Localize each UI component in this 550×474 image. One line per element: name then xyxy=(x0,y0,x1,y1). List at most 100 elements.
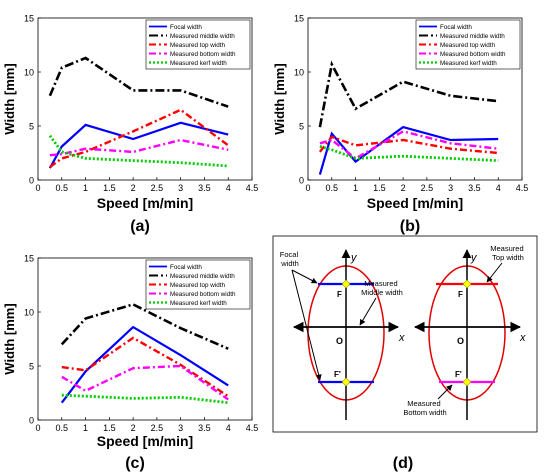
x-axis-label: Speed [m/min] xyxy=(367,195,463,211)
x-tick-label: 0.5 xyxy=(56,423,69,433)
focus-label-bottom-left: F' xyxy=(334,370,341,379)
legend-label-kerf: Measured kerf width xyxy=(440,60,497,67)
x-tick-label: 1 xyxy=(353,183,358,193)
series-line-top xyxy=(49,108,229,168)
panel-label-b: (b) xyxy=(400,218,420,235)
legend-label-focal: Focal width xyxy=(170,24,202,31)
x-tick-label: 2.5 xyxy=(421,183,434,193)
series-group xyxy=(48,56,229,169)
x-tick-label: 3.5 xyxy=(198,423,211,433)
legend-label-kerf: Measured kerf width xyxy=(170,300,227,307)
focus-point-bottom-left xyxy=(341,377,351,387)
legend-label-bottom: Measured bottom width xyxy=(440,51,506,58)
x-tick-label: 4.5 xyxy=(246,423,259,433)
x-axis-ticks: 0 0.5 1 1.5 2 2.5 3 3.5 4 4.5 xyxy=(305,177,528,193)
x-tick-label: 3.5 xyxy=(198,183,211,193)
focal-width-pointer-top xyxy=(291,269,318,284)
focus-label-top-left: F xyxy=(337,290,342,299)
legend-label-bottom: Measured bottom width xyxy=(170,291,236,298)
legend-box xyxy=(145,259,251,310)
panel-label-c: (c) xyxy=(125,455,145,472)
legend-label-middle: Measured middle width xyxy=(170,273,235,280)
x-axis-label: Speed [m/min] xyxy=(97,433,193,449)
y-axis-ticks: 0 5 10 15 xyxy=(24,254,41,426)
y-tick-label: 0 xyxy=(29,416,34,426)
y-tick-label: 5 xyxy=(299,122,304,132)
x-tick-label: 4 xyxy=(226,423,231,433)
y-tick-label: 0 xyxy=(29,176,34,186)
legend-label-focal: Focal width xyxy=(440,24,472,31)
x-tick-label: 3.5 xyxy=(468,183,481,193)
x-tick-label: 4.5 xyxy=(516,183,529,193)
x-tick-label: 0 xyxy=(35,183,40,193)
series-line-bottom xyxy=(319,130,499,160)
focus-point-top-right xyxy=(462,279,472,289)
legend-label-top: Measured top width xyxy=(170,42,225,49)
x-tick-label: 0.5 xyxy=(326,183,339,193)
y-tick-label: 10 xyxy=(294,68,304,78)
x-tick-label: 4.5 xyxy=(246,183,259,193)
legend-label-top: Measured top width xyxy=(170,282,225,289)
x-tick-label: 2.5 xyxy=(151,423,164,433)
legend-label-focal: Focal width xyxy=(170,264,202,271)
x-tick-label: 4 xyxy=(496,183,501,193)
series-line-top xyxy=(61,336,229,398)
series-group xyxy=(60,303,229,405)
series-group xyxy=(318,60,499,175)
origin-label-right: O xyxy=(457,336,464,346)
middle-width-pointer xyxy=(359,297,377,326)
x-tick-label: 2 xyxy=(131,183,136,193)
y-axis-label: Width [mm] xyxy=(2,303,17,374)
y-tick-label: 15 xyxy=(294,14,304,24)
y-axis-label: Width [mm] xyxy=(272,63,287,134)
series-line-kerf xyxy=(319,145,499,162)
diagram-frame xyxy=(272,235,538,433)
x-axis-label-left: x xyxy=(398,332,405,344)
legend-box xyxy=(415,19,521,70)
y-axis-ticks: 0 5 10 15 xyxy=(294,14,311,186)
panel-label-d: (d) xyxy=(393,455,413,472)
focus-point-bottom-right xyxy=(462,377,472,387)
x-axis-label-right: x xyxy=(519,332,526,344)
x-axis-ticks: 0 0.5 1 1.5 2 2.5 3 3.5 4 4.5 xyxy=(35,417,258,433)
focus-point-top-left xyxy=(341,279,351,289)
focus-label-top-right: F xyxy=(458,290,463,299)
x-tick-label: 1 xyxy=(83,183,88,193)
x-tick-label: 1 xyxy=(83,423,88,433)
legend: Focal width Measured middle width Measured… xyxy=(145,19,251,70)
y-tick-label: 10 xyxy=(24,308,34,318)
legend: Focal width Measured middle width Measured… xyxy=(145,259,251,310)
legend-label-middle: Measured middle width xyxy=(170,33,235,40)
legend-label-middle: Measured middle width xyxy=(440,33,505,40)
y-tick-label: 15 xyxy=(24,14,34,24)
legend-label-kerf: Measured kerf width xyxy=(170,60,227,67)
bottom-width-pointer xyxy=(437,384,453,400)
x-axis-ticks: 0 0.5 1 1.5 2 2.5 3 3.5 4 4.5 xyxy=(35,177,258,193)
y-tick-label: 0 xyxy=(299,176,304,186)
chart-panel-a: 0 5 10 15 0 0.5 1 1.5 2 2.5 3 3.5 4 4.5 Focal width M… xyxy=(2,14,258,236)
origin-label-left: O xyxy=(336,336,343,346)
y-axis-label-left: y xyxy=(350,252,358,264)
x-tick-label: 0 xyxy=(35,423,40,433)
y-axis-label: Width [mm] xyxy=(2,63,17,134)
x-tick-label: 1.5 xyxy=(103,423,116,433)
x-tick-label: 2 xyxy=(401,183,406,193)
legend: Focal width Measured middle width Measured… xyxy=(415,19,521,70)
y-tick-label: 5 xyxy=(29,362,34,372)
top-width-pointer xyxy=(486,262,503,283)
series-line-middle xyxy=(60,303,229,350)
series-line-bottom xyxy=(49,138,229,157)
series-line-focal xyxy=(60,325,229,404)
x-tick-label: 2 xyxy=(131,423,136,433)
x-tick-label: 0.5 xyxy=(56,183,69,193)
y-axis-ticks: 0 5 10 15 xyxy=(24,14,41,186)
y-tick-label: 15 xyxy=(24,254,34,264)
x-tick-label: 3 xyxy=(178,423,183,433)
x-tick-label: 1.5 xyxy=(103,183,116,193)
middle-width-label: Measured Middle width xyxy=(361,279,403,297)
x-tick-label: 2.5 xyxy=(151,183,164,193)
legend-label-bottom: Measured bottom width xyxy=(170,51,236,58)
panel-label-a: (a) xyxy=(130,218,150,235)
top-width-label: Measured Top width xyxy=(490,244,525,262)
